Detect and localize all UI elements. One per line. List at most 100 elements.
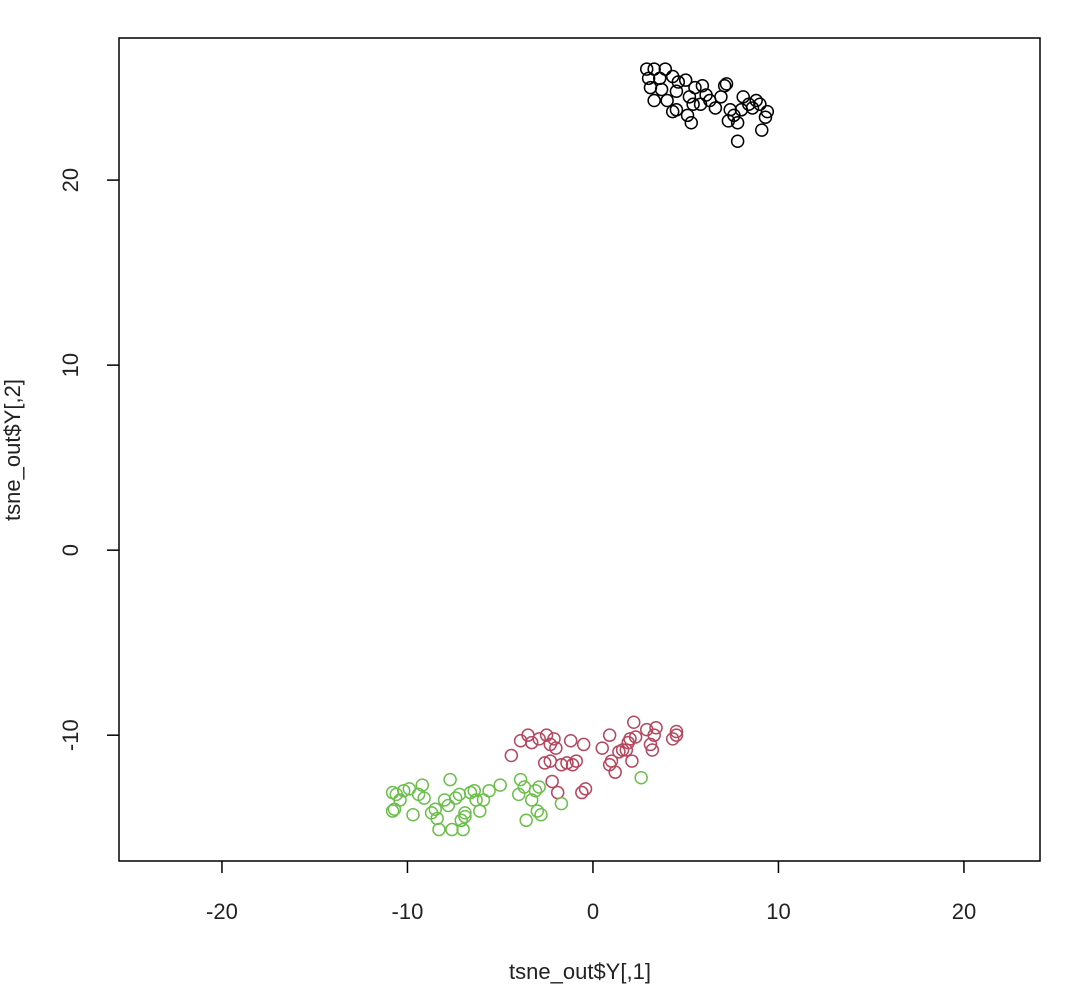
x-axis-label: tsne_out$Y[,1]	[509, 959, 651, 984]
point	[445, 822, 459, 837]
point	[530, 804, 545, 818]
point	[417, 791, 431, 805]
x-tick-label: -20	[206, 899, 238, 924]
point	[448, 791, 463, 805]
point	[513, 772, 528, 787]
point	[602, 728, 617, 742]
point	[482, 783, 496, 798]
point	[458, 809, 472, 824]
point	[467, 783, 481, 798]
point	[406, 807, 420, 822]
point	[476, 793, 491, 807]
point	[539, 728, 554, 742]
point	[432, 822, 446, 837]
point	[493, 778, 507, 792]
point	[753, 97, 767, 111]
point	[595, 741, 609, 755]
point	[758, 110, 773, 124]
point	[625, 754, 639, 768]
point	[578, 782, 593, 796]
point	[547, 732, 561, 746]
point	[415, 778, 430, 792]
point	[717, 78, 732, 93]
point	[504, 748, 519, 763]
point	[560, 756, 574, 770]
point	[730, 115, 745, 130]
point	[545, 774, 559, 789]
x-tick-label: 10	[766, 899, 790, 924]
point	[684, 115, 699, 130]
point	[760, 104, 775, 119]
y-axis-label: tsne_out$Y[,2]	[0, 379, 25, 521]
point	[528, 783, 543, 798]
point	[658, 62, 673, 76]
point	[511, 787, 526, 802]
point	[532, 780, 546, 794]
point	[654, 82, 669, 97]
point	[387, 802, 402, 816]
point	[719, 77, 734, 91]
point	[524, 735, 539, 750]
point	[569, 754, 584, 768]
point	[686, 97, 700, 111]
point	[549, 741, 563, 755]
point	[575, 785, 589, 800]
y-tick-label: 10	[58, 353, 83, 377]
point	[441, 798, 456, 813]
point	[473, 804, 487, 818]
point	[634, 770, 648, 785]
point	[608, 765, 622, 779]
point	[456, 822, 470, 837]
point	[647, 728, 661, 742]
point	[627, 715, 641, 729]
point	[708, 101, 723, 115]
point	[647, 62, 661, 76]
point	[749, 93, 763, 108]
point	[680, 108, 695, 123]
point	[755, 123, 769, 137]
point	[534, 807, 548, 822]
y-tick-label: -10	[58, 719, 83, 751]
point	[385, 804, 400, 818]
point	[454, 813, 468, 828]
point	[652, 71, 667, 86]
point	[649, 721, 663, 735]
point	[669, 724, 684, 739]
point	[639, 62, 654, 76]
point	[665, 104, 680, 119]
y-tick-label: 20	[58, 168, 83, 192]
y-tick-label: 0	[58, 544, 83, 556]
point	[643, 737, 658, 752]
point	[524, 793, 539, 807]
point	[682, 90, 697, 104]
point	[537, 756, 552, 770]
point	[550, 785, 565, 800]
point	[647, 93, 661, 108]
point	[693, 97, 708, 111]
point	[665, 732, 680, 746]
point	[428, 802, 443, 816]
point	[443, 772, 457, 787]
point	[645, 743, 660, 757]
point	[554, 758, 569, 772]
plot-frame	[118, 37, 1041, 862]
point	[730, 134, 745, 148]
point	[458, 806, 472, 820]
x-tick-label: -10	[392, 899, 424, 924]
point	[688, 80, 702, 95]
point	[745, 101, 760, 115]
point	[678, 73, 693, 87]
point	[396, 783, 411, 798]
x-tick-label: 0	[587, 899, 599, 924]
point	[671, 75, 686, 89]
point	[742, 97, 756, 111]
point	[565, 758, 580, 772]
point	[623, 732, 637, 746]
point	[519, 813, 533, 828]
point	[554, 796, 569, 811]
x-tick-label: 20	[952, 899, 976, 924]
point	[641, 71, 656, 86]
point	[628, 730, 643, 744]
point	[452, 787, 467, 802]
